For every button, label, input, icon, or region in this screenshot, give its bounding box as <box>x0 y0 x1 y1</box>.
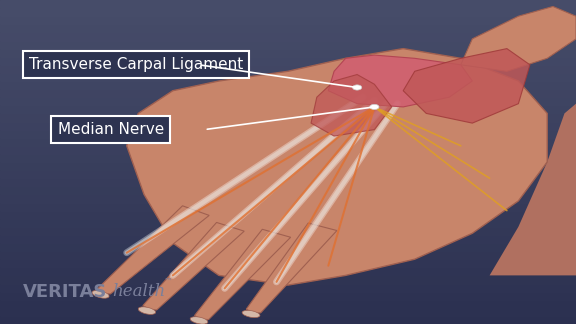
Polygon shape <box>127 49 547 285</box>
Bar <box>0 194 576 202</box>
Circle shape <box>353 85 362 90</box>
Bar <box>0 227 576 235</box>
Bar <box>0 81 576 89</box>
Bar <box>0 0 576 8</box>
Bar <box>0 57 576 65</box>
Polygon shape <box>328 55 472 107</box>
Bar <box>0 130 576 138</box>
Polygon shape <box>143 223 244 310</box>
Bar <box>0 170 576 178</box>
Text: ™: ™ <box>164 276 173 285</box>
Bar <box>0 154 576 162</box>
Bar <box>0 211 576 219</box>
Bar <box>0 186 576 194</box>
Bar <box>0 40 576 49</box>
Bar <box>0 316 576 324</box>
Bar <box>0 259 576 267</box>
Bar <box>0 219 576 227</box>
Polygon shape <box>490 104 576 275</box>
Bar <box>0 32 576 40</box>
Polygon shape <box>311 75 392 136</box>
Polygon shape <box>403 49 530 123</box>
Bar <box>0 146 576 154</box>
Ellipse shape <box>190 317 208 324</box>
Bar <box>0 73 576 81</box>
Polygon shape <box>195 229 291 319</box>
Bar <box>0 308 576 316</box>
Bar <box>0 300 576 308</box>
Text: health: health <box>112 283 165 300</box>
Bar <box>0 202 576 211</box>
Bar <box>0 49 576 57</box>
Bar <box>0 8 576 16</box>
Polygon shape <box>461 6 576 71</box>
Ellipse shape <box>92 290 109 298</box>
Text: VERITAS: VERITAS <box>23 283 107 301</box>
Bar <box>0 89 576 97</box>
Bar <box>0 16 576 24</box>
Bar <box>0 122 576 130</box>
Polygon shape <box>247 223 337 313</box>
Bar <box>0 243 576 251</box>
Bar <box>0 284 576 292</box>
Ellipse shape <box>242 310 260 318</box>
Ellipse shape <box>138 307 156 314</box>
Text: Transverse Carpal Ligament: Transverse Carpal Ligament <box>29 57 243 72</box>
Bar <box>0 251 576 259</box>
Bar <box>0 138 576 146</box>
Bar <box>0 105 576 113</box>
Bar <box>0 178 576 186</box>
Bar <box>0 113 576 122</box>
Bar <box>0 275 576 284</box>
Bar <box>0 235 576 243</box>
Polygon shape <box>97 206 209 294</box>
Bar <box>0 24 576 32</box>
Bar <box>0 162 576 170</box>
Bar <box>0 65 576 73</box>
Circle shape <box>370 104 379 110</box>
Text: Median Nerve: Median Nerve <box>58 122 164 137</box>
Bar <box>0 292 576 300</box>
Bar <box>0 267 576 275</box>
Bar <box>0 97 576 105</box>
